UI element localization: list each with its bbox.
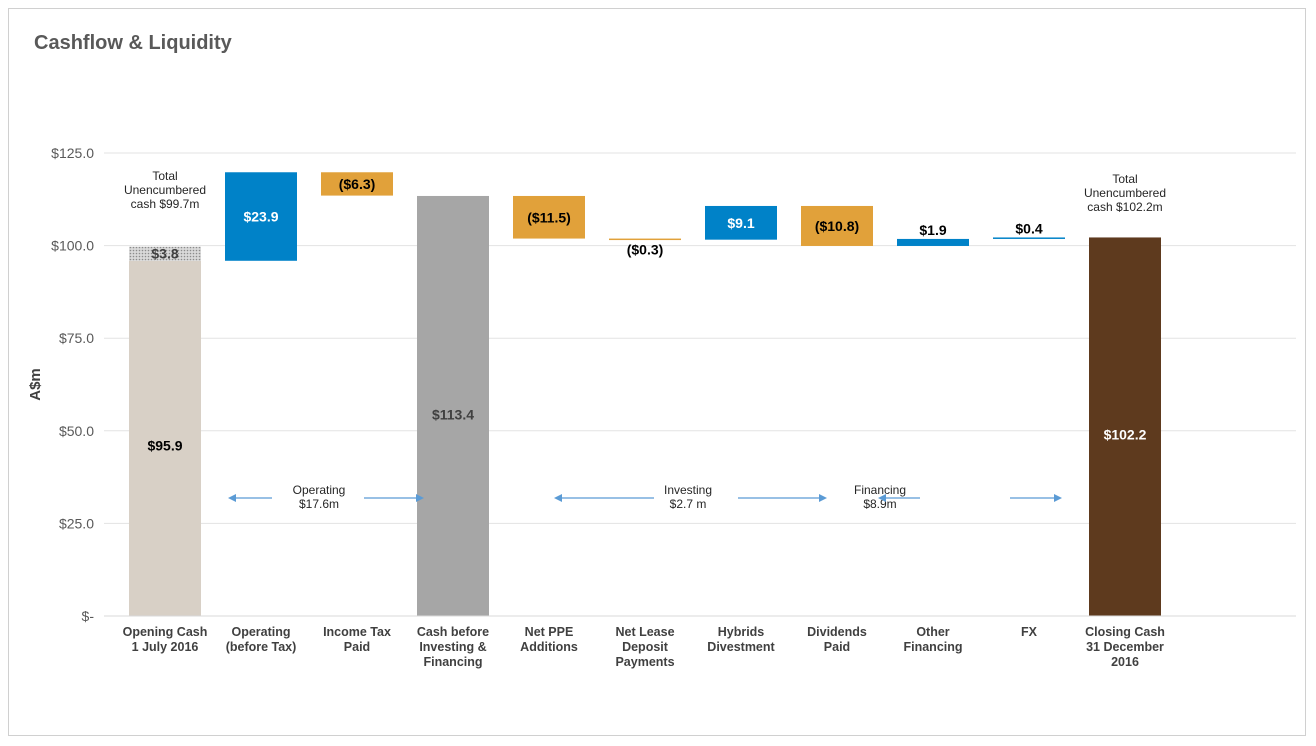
x-category-label: Cash before Investing & Financing — [417, 625, 489, 669]
bar-5 — [609, 238, 681, 241]
y-tick-label: $25.0 — [59, 515, 94, 531]
range-label: Financing $8.9m — [854, 483, 906, 511]
range-label: Operating $17.6m — [293, 483, 346, 511]
annotation-opening: Total Unencumbered cash $99.7m — [124, 169, 206, 211]
data-labels: $3.8 $95.9 $23.9 ($6.3) $113.4 ($11.5) ($0.3) $… — [147, 176, 1146, 454]
restricted-cash-segment — [129, 246, 201, 261]
bar-value-label: ($6.3) — [339, 176, 376, 192]
bar-2 — [321, 172, 393, 196]
bar-3 — [417, 195, 489, 616]
y-tick-label: $100.0 — [51, 238, 94, 254]
bar-1 — [225, 172, 297, 261]
arrow-head — [554, 494, 562, 502]
axes: $- $25.0 $50.0 $75.0 $100.0 $125.0 A$m Opening … — [27, 145, 1296, 669]
annotations: Total Unencumbered cash $99.7m Total Unencum… — [124, 169, 1166, 511]
bar-0 — [129, 260, 201, 616]
bar-4 — [513, 195, 585, 239]
page-title: Cashflow & Liquidity — [34, 32, 232, 54]
bar-10 — [1089, 237, 1161, 616]
bar-value-label: ($11.5) — [527, 209, 571, 225]
arrow-head — [228, 494, 236, 502]
annotation-closing: Total Unencumbered cash $102.2m — [1084, 172, 1166, 214]
x-category-label: Net Lease Deposit Payments — [615, 625, 674, 669]
bar-9 — [993, 237, 1065, 239]
arrow-head — [1054, 494, 1062, 502]
restricted-cash-label: $3.8 — [151, 246, 178, 262]
x-category-label: Other Financing — [903, 625, 962, 654]
y-tick-label: $75.0 — [59, 330, 94, 346]
bar-value-label: $102.2 — [1104, 426, 1147, 442]
x-category-label: Dividends Paid — [807, 625, 867, 654]
bar-value-label: $95.9 — [147, 437, 182, 453]
x-category-label: Closing Cash 31 December 2016 — [1085, 625, 1165, 669]
x-category-label: Income Tax Paid — [323, 625, 391, 654]
bar-value-label: ($0.3) — [627, 242, 664, 258]
bar-value-label: $9.1 — [727, 215, 754, 231]
y-tick-label: $50.0 — [59, 423, 94, 439]
range-label: Investing $2.7 m — [664, 483, 712, 511]
x-category-label: FX — [1021, 625, 1038, 639]
arrow-head — [878, 494, 886, 502]
bar-value-label: $1.9 — [919, 222, 946, 238]
bar-value-label: $0.4 — [1015, 220, 1042, 236]
bar-7 — [801, 205, 873, 246]
bar-8 — [897, 238, 969, 246]
x-category-label: Hybrids Divestment — [707, 625, 775, 654]
y-axis-label: A$m — [27, 368, 44, 401]
arrow-head — [416, 494, 424, 502]
y-tick-label: $125.0 — [51, 145, 94, 161]
arrow-head — [819, 494, 827, 502]
x-category-label: Opening Cash 1 July 2016 — [123, 625, 208, 654]
bars — [129, 172, 1161, 616]
x-category-label: Net PPE Additions — [520, 625, 578, 654]
bar-value-label: ($10.8) — [815, 218, 859, 234]
x-category-label: Operating (before Tax) — [226, 625, 297, 654]
bar-value-label: $23.9 — [243, 209, 278, 225]
y-tick-label: $- — [82, 608, 95, 624]
bar-6 — [705, 205, 777, 240]
bar-value-label: $113.4 — [432, 406, 474, 422]
